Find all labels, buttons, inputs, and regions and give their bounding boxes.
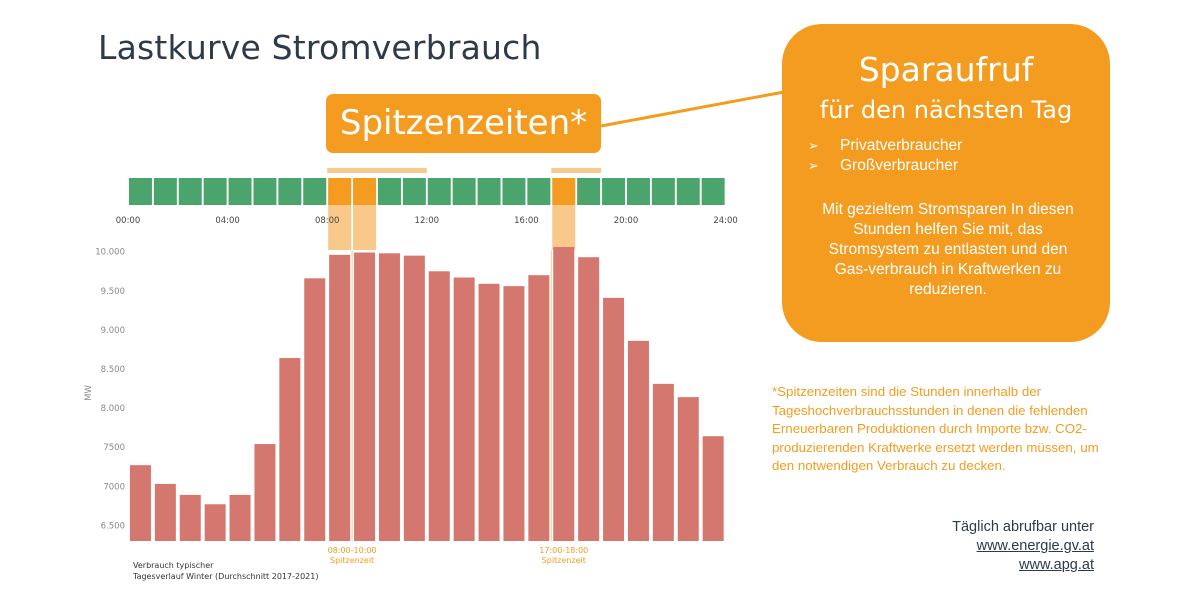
hour-cell	[303, 178, 327, 205]
hour-cell	[602, 178, 626, 205]
hour-cell	[626, 178, 650, 205]
bar	[627, 340, 649, 541]
y-axis-label: MW	[84, 385, 94, 401]
bar	[677, 397, 699, 541]
consumer-list: ➢ Privatverbraucher ➢ Großverbraucher	[808, 136, 962, 176]
hour-cell	[527, 178, 551, 205]
bar	[428, 271, 450, 541]
bar	[403, 255, 425, 542]
bar	[702, 436, 724, 541]
callout-title: Sparaufruf	[858, 50, 1034, 89]
peak-range-sublabel: Spitzenzeit	[542, 556, 586, 565]
bar	[453, 277, 475, 541]
y-tick-label: 6.500	[101, 521, 125, 531]
peak-column-highlight	[552, 205, 576, 250]
y-tick-label: 10.000	[95, 248, 125, 258]
y-tick-label: 9.500	[101, 287, 125, 297]
bar	[354, 252, 376, 541]
bar	[603, 297, 625, 541]
source-links: Täglich abrufbar unter www.energie.gv.at…	[870, 518, 1094, 575]
hour-cell	[701, 178, 725, 205]
hour-cell	[452, 178, 476, 205]
peak-range-label: 08:00-10:00	[328, 546, 377, 555]
hour-cell	[427, 178, 451, 205]
hour-cell	[651, 178, 675, 205]
hour-cell	[278, 178, 302, 205]
hour-cell	[676, 178, 700, 205]
hour-cell	[128, 178, 152, 205]
x-tick-label: 12:00	[415, 216, 440, 226]
y-tick-label: 8.000	[101, 404, 125, 414]
link-apg[interactable]: www.apg.at	[1019, 557, 1094, 573]
links-intro: Täglich abrufbar unter	[952, 519, 1094, 535]
bar	[503, 286, 525, 541]
bar	[179, 494, 201, 541]
y-tick-label: 7500	[103, 443, 125, 453]
chart-caption: Verbrauch typischer	[133, 561, 214, 570]
footnote: *Spitzenzeiten sind die Stunden innerhal…	[772, 384, 1099, 473]
hour-cell	[502, 178, 526, 205]
hour-cell	[377, 178, 401, 205]
peak-column-highlight	[328, 205, 352, 250]
bar	[204, 504, 226, 541]
bar	[553, 247, 575, 541]
hour-cell	[203, 178, 227, 205]
hour-cell	[228, 178, 252, 205]
savings-callout: Sparaufruf für den nächsten Tag ➢ Privat…	[782, 24, 1110, 342]
list-item-label: Privatverbraucher	[840, 137, 963, 154]
peak-times-label: Spitzenzeiten*	[326, 94, 601, 153]
hour-cell	[353, 178, 377, 205]
chart-caption: Tagesverlauf Winter (Durchschnitt 2017-2…	[132, 572, 318, 581]
hour-cell	[328, 178, 352, 205]
list-item: ➢ Privatverbraucher	[808, 136, 962, 156]
x-tick-label: 20:00	[614, 216, 639, 226]
x-tick-label: 24:00	[713, 216, 738, 226]
peak-range-sublabel: Spitzenzeit	[330, 556, 374, 565]
y-tick-label: 8.500	[101, 365, 125, 375]
bar	[154, 483, 176, 541]
peak-range-marker	[327, 168, 427, 173]
x-tick-label: 16:00	[514, 216, 539, 226]
connector-line	[600, 90, 785, 128]
x-tick-label: 08:00	[315, 216, 340, 226]
bar	[378, 253, 400, 542]
x-tick-label: 00:00	[116, 216, 141, 226]
hour-cell	[577, 178, 601, 205]
peak-range-marker	[551, 168, 602, 173]
bar	[129, 465, 151, 541]
list-item-label: Großverbraucher	[840, 157, 959, 174]
bar	[578, 257, 600, 541]
peak-range-label: 17:00-18:00	[539, 546, 588, 555]
arrow-bullet-icon: ➢	[808, 138, 819, 153]
bar	[279, 358, 301, 541]
y-tick-label: 7000	[103, 482, 125, 492]
hour-cell	[552, 178, 576, 205]
bar	[304, 278, 326, 541]
peak-column-highlight	[353, 205, 377, 250]
hour-cell	[153, 178, 177, 205]
hour-cell	[253, 178, 277, 205]
page-title: Lastkurve Stromverbrauch	[98, 28, 542, 67]
list-item: ➢ Großverbraucher	[808, 156, 962, 176]
hour-cell	[477, 178, 501, 205]
callout-body: Mit gezieltem Stromsparen In diesen Stun…	[822, 201, 1074, 298]
bar	[478, 283, 500, 541]
bar	[329, 254, 351, 541]
bar	[528, 275, 550, 541]
bar	[652, 383, 674, 541]
hour-cell	[402, 178, 426, 205]
callout-subtitle: für den nächsten Tag	[819, 96, 1073, 124]
arrow-bullet-icon: ➢	[808, 158, 819, 173]
hour-cell	[178, 178, 202, 205]
bar	[229, 494, 251, 541]
x-tick-label: 04:00	[215, 216, 240, 226]
bar	[254, 444, 276, 541]
y-tick-label: 9.000	[101, 326, 125, 336]
link-energie[interactable]: www.energie.gv.at	[976, 538, 1094, 554]
